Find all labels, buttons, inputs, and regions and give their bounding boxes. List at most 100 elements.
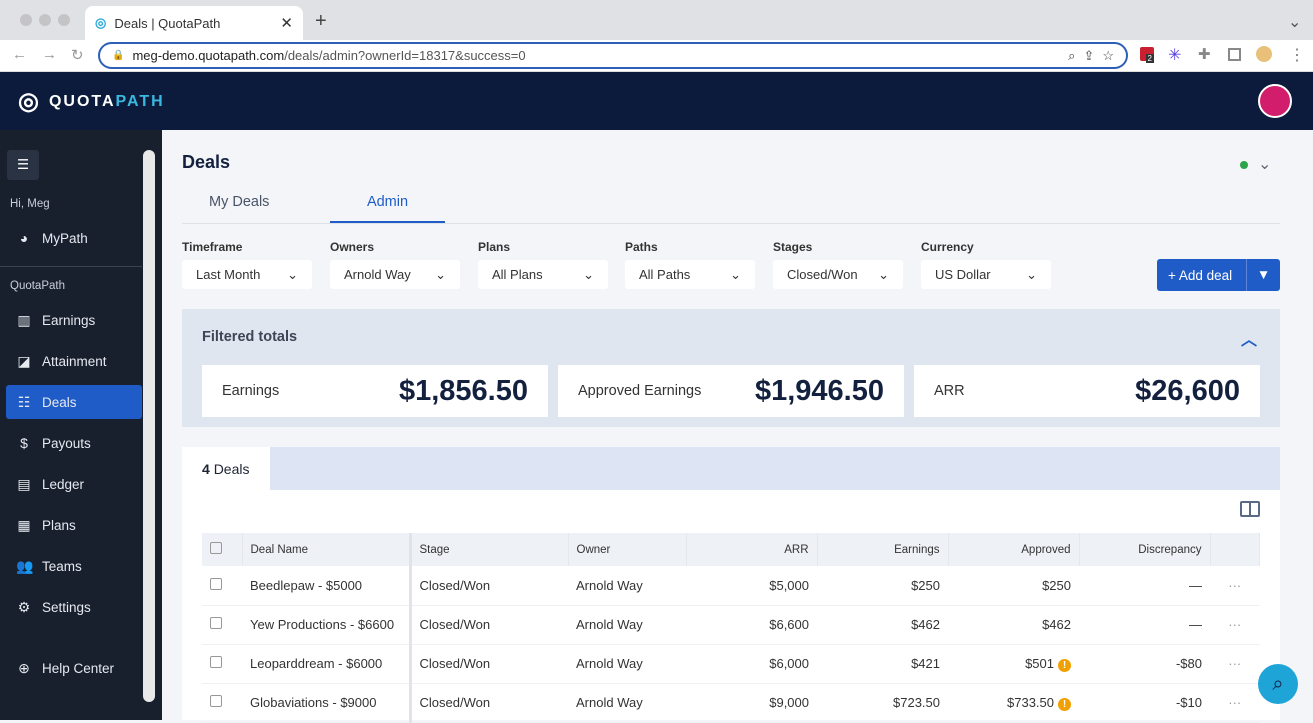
deal-name-value: Globaviations - $9000	[250, 695, 377, 710]
tab-list-chevron-icon[interactable]: ⌄	[1288, 14, 1302, 31]
deals-count-tab[interactable]: 4 Deals	[182, 447, 270, 490]
table-row[interactable]: Yew Productions - $6600 Closed/Won Arnold …	[202, 605, 1260, 645]
forward-icon[interactable]: →	[42, 46, 57, 63]
more-actions-icon[interactable]: ···	[1210, 605, 1260, 645]
discrepancy-value: —	[1189, 577, 1202, 593]
tab-admin[interactable]: Admin	[330, 194, 445, 224]
window-close-button[interactable]	[20, 14, 32, 26]
paths-select[interactable]: All Paths ⌄	[625, 260, 755, 289]
zoom-icon[interactable]: ⌕	[1068, 47, 1076, 63]
column-header-approved[interactable]: Approved	[948, 533, 1080, 566]
chevron-up-icon[interactable]: ︿	[1241, 332, 1258, 349]
stages-select[interactable]: Closed/Won ⌄	[773, 260, 903, 289]
warning-icon[interactable]: !	[1058, 658, 1071, 672]
sidebar-item-plans[interactable]: ▦ Plans	[6, 508, 142, 542]
row-checkbox[interactable]	[210, 656, 222, 668]
sidebar-item-label: Payouts	[42, 435, 91, 451]
close-tab-icon[interactable]: ✕	[280, 15, 293, 32]
extensions-puzzle-icon[interactable]: ✚	[1198, 46, 1211, 63]
menu-toggle-icon[interactable]: ☰	[7, 150, 39, 180]
timeframe-select[interactable]: Last Month ⌄	[182, 260, 312, 289]
table-row[interactable]: Beedlepaw - $5000 Closed/Won Arnold Way $5,…	[202, 566, 1260, 606]
extension-icon[interactable]: 2	[1140, 47, 1154, 63]
chart-box-icon: ◪	[17, 352, 31, 369]
profile-avatar[interactable]	[1256, 46, 1272, 62]
sidebar-item-payouts[interactable]: $ Payouts	[6, 426, 142, 460]
bookmark-star-icon[interactable]: ☆	[1102, 47, 1114, 63]
window-maximize-button[interactable]	[58, 14, 70, 26]
dollar-icon: $	[20, 435, 28, 451]
more-actions-icon[interactable]: ···	[1210, 683, 1260, 723]
plans-select[interactable]: All Plans ⌄	[478, 260, 608, 289]
sidepanel-icon[interactable]	[1228, 48, 1241, 61]
sidebar-item-label: Settings	[42, 599, 91, 615]
url-host: meg-demo.quotapath.com	[132, 48, 285, 63]
table-row[interactable]: Leoparddream - $6000 Closed/Won Arnold Way…	[202, 644, 1260, 684]
sidebar-item-teams[interactable]: 👥 Teams	[6, 549, 142, 583]
row-checkbox[interactable]	[210, 695, 222, 707]
cell-discrepancy: —	[1079, 605, 1210, 645]
select-all-checkbox[interactable]	[210, 542, 222, 554]
cell-approved: $733.50!	[948, 683, 1079, 723]
user-avatar[interactable]	[1258, 84, 1292, 118]
extension-sparkle-icon[interactable]: ✳	[1168, 47, 1182, 64]
add-deal-button[interactable]: + Add deal ▼	[1157, 259, 1280, 291]
cell-discrepancy: —	[1079, 566, 1210, 606]
table-row[interactable]: Globaviations - $9000 Closed/Won Arnold Wa…	[202, 683, 1260, 723]
quotapath-logo[interactable]: ◎ QUOTAPATH	[18, 87, 165, 116]
add-deal-dropdown-icon[interactable]: ▼	[1246, 259, 1280, 291]
divider	[0, 266, 142, 267]
page-title: Deals	[182, 152, 231, 172]
reload-icon[interactable]: ↻	[71, 47, 84, 64]
browser-tab[interactable]: ◎ Deals | QuotaPath ✕	[85, 6, 303, 40]
sidebar-item-mypath[interactable]: ◕ MyPath	[6, 221, 142, 255]
sidebar-item-settings[interactable]: ⚙ Settings	[6, 590, 142, 624]
url-input[interactable]: 🔒 meg-demo.quotapath.com/deals/admin?owne…	[98, 42, 1128, 69]
column-header-stage[interactable]: Stage	[410, 533, 569, 566]
sidebar-item-help-center[interactable]: ⊕ Help Center	[6, 651, 142, 685]
sidebar-item-earnings[interactable]: ▥ Earnings	[6, 303, 142, 337]
sidebar-item-label: Ledger	[42, 476, 85, 492]
chevron-down-icon: ⌄	[1026, 266, 1037, 282]
quotapath-favicon-icon: ◎	[95, 15, 107, 30]
column-header-arr[interactable]: ARR	[686, 533, 818, 566]
window-minimize-button[interactable]	[39, 14, 51, 26]
cell-stage: Closed/Won	[410, 566, 568, 606]
cell-approved: $250	[948, 566, 1079, 606]
cell-discrepancy: -$80	[1079, 644, 1210, 684]
warning-icon[interactable]: !	[1058, 697, 1071, 711]
approved-value: $733.50	[1007, 694, 1054, 710]
stage-value: Closed/Won	[419, 695, 491, 710]
row-checkbox[interactable]	[210, 617, 222, 629]
share-icon[interactable]: ⇪	[1083, 47, 1095, 63]
browser-menu-icon[interactable]: ⋮	[1289, 47, 1305, 64]
column-header-deal-name[interactable]: Deal Name	[242, 533, 412, 566]
select-value: Last Month	[196, 267, 261, 282]
document-icon: ▦	[17, 516, 31, 533]
bar-chart-icon: ▥	[17, 311, 31, 328]
sidebar-item-deals[interactable]: ☷ Deals	[6, 385, 142, 419]
column-header-owner[interactable]: Owner	[568, 533, 687, 566]
owners-select[interactable]: Arnold Way ⌄	[330, 260, 460, 289]
tab-my-deals[interactable]: My Deals	[209, 194, 270, 210]
columns-layout-icon[interactable]	[1240, 501, 1260, 517]
chevron-down-icon[interactable]: ⌄	[1258, 156, 1272, 173]
back-icon[interactable]: ←	[12, 46, 27, 63]
more-actions-icon[interactable]: ···	[1210, 644, 1260, 684]
cell-owner: Arnold Way	[568, 644, 686, 684]
currency-select[interactable]: US Dollar ⌄	[921, 260, 1051, 289]
cell-owner: Arnold Way	[568, 605, 686, 645]
column-header-earnings[interactable]: Earnings	[817, 533, 949, 566]
row-checkbox[interactable]	[210, 577, 222, 590]
more-actions-icon[interactable]: ···	[1210, 566, 1260, 606]
sidebar-item-ledger[interactable]: ▤ Ledger	[6, 467, 142, 501]
stage-value: Closed/Won	[419, 656, 491, 671]
sidebar-scrollbar[interactable]	[143, 150, 155, 702]
people-icon: 👥	[16, 557, 34, 574]
earnings-value: $723.50	[893, 695, 940, 710]
lifebuoy-icon: ⊕	[18, 659, 30, 676]
sidebar-item-attainment[interactable]: ◪ Attainment	[6, 344, 142, 378]
column-header-discrepancy[interactable]: Discrepancy	[1079, 533, 1211, 566]
new-tab-button[interactable]: +	[315, 10, 327, 32]
chat-search-button[interactable]: ⌕	[1258, 664, 1298, 704]
